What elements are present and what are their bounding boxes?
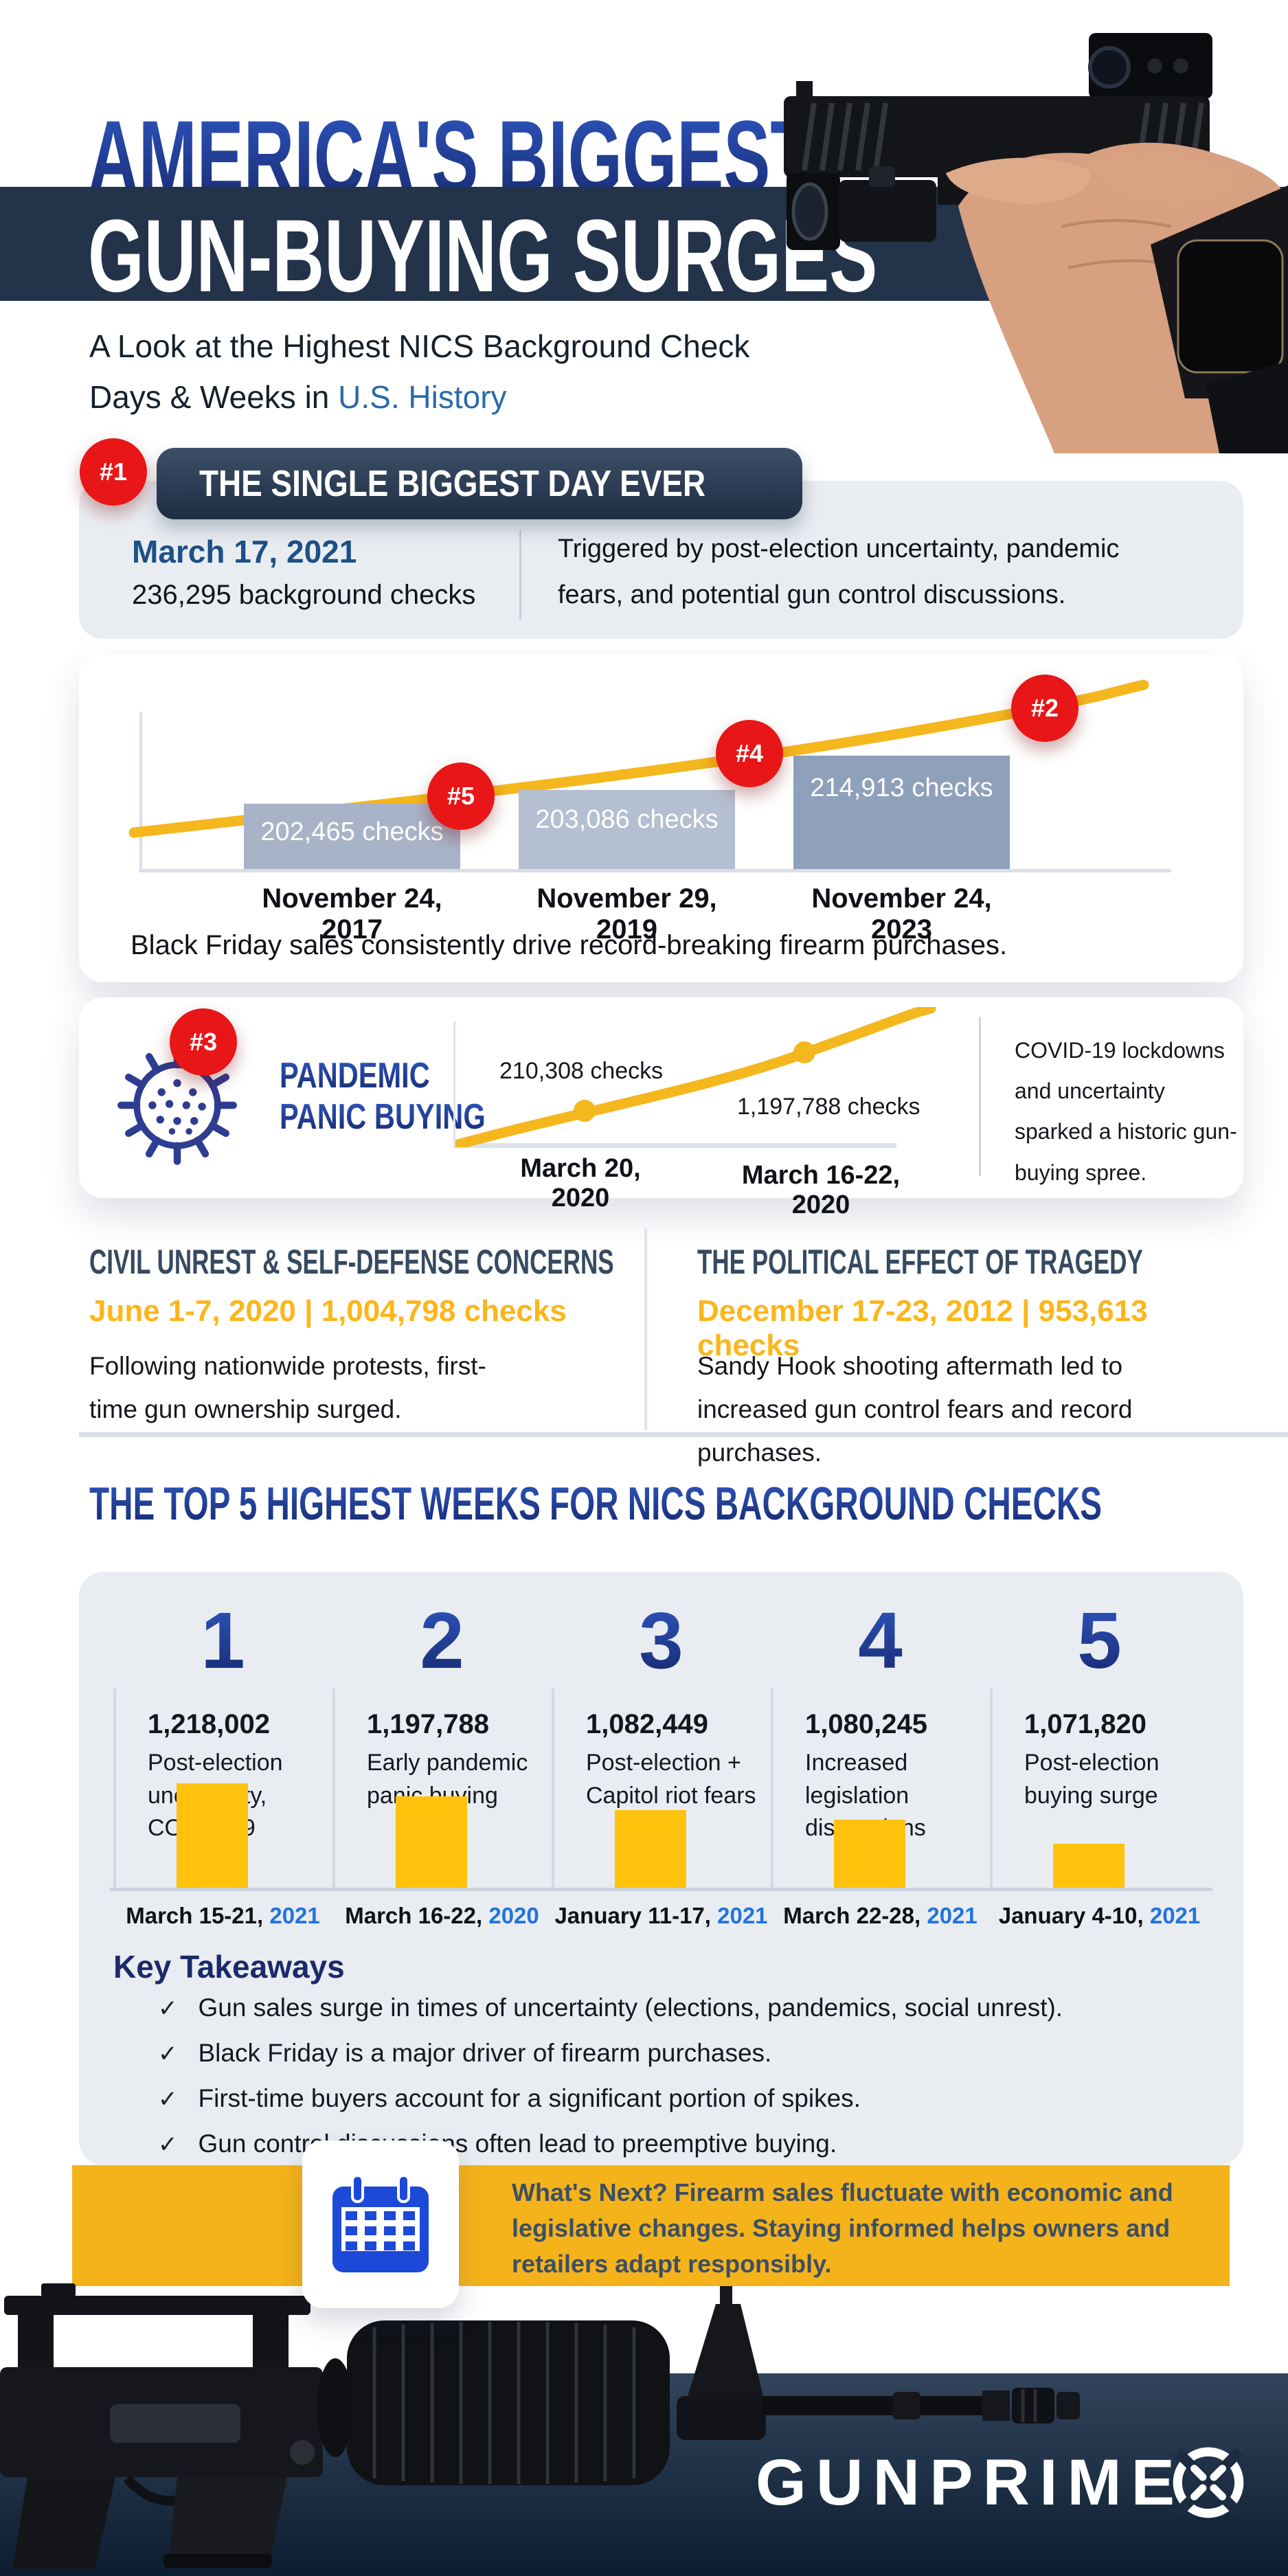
top5-bar-3 (615, 1810, 686, 1888)
top5-axis (110, 1888, 1212, 1891)
gunprime-x-icon[interactable] (1166, 2441, 1250, 2524)
key-takeaways-title: Key Takeaways (113, 1949, 345, 1985)
rank-badge-5: #5 (427, 762, 495, 830)
rank-badge-4: #4 (716, 720, 783, 787)
section-heading-single-biggest-day: THE SINGLE BIGGEST DAY EVER (157, 448, 802, 519)
top5-box: 1,197,788 Early pandemic panic buying (332, 1688, 552, 1888)
top5-bar-2 (396, 1796, 467, 1888)
rank-badge-2: #2 (1011, 675, 1078, 742)
rank-badge-3: #3 (170, 1008, 237, 1076)
y-axis (453, 1021, 455, 1145)
top5-date-3: January 11-17, 2021 (554, 1903, 768, 1928)
pandemic-line-chart (455, 1007, 936, 1147)
civil-unrest-description: Following nationwide protests, first-tim… (89, 1352, 486, 1423)
top5-heading: THE TOP 5 HIGHEST WEEKS FOR NICS BACKGRO… (89, 1478, 1102, 1530)
gunprime-logo[interactable]: GUNPRIME (756, 2446, 1184, 2519)
check-icon: ✓ (158, 1996, 178, 2022)
top5-bar-5 (1053, 1844, 1125, 1888)
top5-box: 1,082,449 Post-election + Capitol riot f… (552, 1688, 771, 1888)
point1-date: March 20, 2020 (520, 1154, 641, 1212)
tragedy-highlight: December 17-23, 2012 | 953,613 checks (697, 1294, 1148, 1362)
top5-column-1: 1 1,218,002 Post-election uncertainty, C… (113, 1592, 332, 1888)
record-description: Triggered by post-election uncertainty, … (558, 534, 1120, 609)
tragedy-heading: THE POLITICAL EFFECT OF TRAGEDY (697, 1243, 1143, 1281)
rank-number: 2 (420, 1596, 464, 1685)
top5-column-5: 5 1,071,820 Post-election buying surge (990, 1592, 1209, 1888)
top5-column-2: 2 1,197,788 Early pandemic panic buying (332, 1592, 552, 1888)
rank-number: 1 (201, 1596, 245, 1685)
top5-date-2: March 16-22, 2020 (345, 1903, 539, 1928)
two-column-section: CIVIL UNREST & SELF-DEFENSE CONCERNS Jun… (89, 1223, 1243, 1467)
black-friday-caption: Black Friday sales consistently drive re… (131, 930, 1008, 960)
rifle-illustration (0, 2283, 1080, 2569)
x-axis (139, 869, 1171, 872)
rank-number: 5 (1077, 1596, 1122, 1685)
takeaway-item: ✓ First-time buyers account for a signifi… (158, 2084, 861, 2112)
pistol-illustration (784, 33, 1288, 453)
point2-label: 1,197,788 checks (737, 1094, 920, 1120)
whats-next-text: What's Next? Firearm sales fluctuate wit… (512, 2178, 1173, 2279)
top5-column-4: 4 1,080,245 Increased legislation discus… (771, 1592, 990, 1888)
subtitle-line2: Days & Weeks in U.S. History (89, 379, 507, 415)
civil-unrest-heading: CIVIL UNREST & SELF-DEFENSE CONCERNS (89, 1243, 614, 1281)
rifle-photo (0, 2281, 1099, 2569)
bar-2017: 202,465 checks (244, 804, 460, 869)
takeaway-item: ✓ Gun control discussions often lead to p… (158, 2129, 837, 2158)
whats-next-banner (72, 2165, 1230, 2286)
top5-dates-row: March 15-21, 2021 March 16-22, 2020 Janu… (113, 1903, 1209, 1929)
pandemic-description: COVID-19 lockdowns and uncertainty spark… (1015, 1038, 1237, 1185)
top5-date-1: March 15-21, 2021 (126, 1903, 320, 1928)
single-biggest-day-panel: March 17, 2021 236,295 background checks… (79, 481, 1243, 639)
point2-date: March 16-22, 2020 (741, 1161, 901, 1219)
top5-column-3: 3 1,082,449 Post-election + Capitol riot… (552, 1592, 771, 1888)
rank-number: 3 (639, 1596, 683, 1685)
top5-bar-1 (177, 1783, 248, 1888)
calendar-icon (332, 2174, 429, 2272)
subtitle-line1: A Look at the Highest NICS Background Ch… (89, 328, 750, 364)
bar-2019: 203,086 checks (519, 790, 735, 869)
takeaway-item: ✓ Black Friday is a major driver of firea… (158, 2039, 772, 2067)
top5-box: 1,080,245 Increased legislation discussi… (771, 1688, 990, 1888)
pandemic-panic-card: #3 PANDEMIC PANIC BUYING (79, 997, 1243, 1219)
top5-bar-4 (834, 1820, 905, 1888)
divider (519, 530, 521, 620)
column-divider (644, 1228, 647, 1430)
check-icon: ✓ (158, 2132, 178, 2158)
calendar-card (302, 2140, 459, 2308)
section-divider (79, 1432, 1288, 1437)
civil-unrest-highlight: June 1-7, 2020 | 1,004,798 checks (89, 1294, 567, 1328)
check-icon: ✓ (158, 2041, 178, 2067)
top5-box: 1,218,002 Post-election uncertainty, COV… (113, 1688, 332, 1888)
rank-number: 4 (858, 1596, 903, 1685)
top5-date-4: March 22-28, 2021 (783, 1903, 978, 1928)
top5-panel: 1 1,218,002 Post-election uncertainty, C… (79, 1572, 1243, 2165)
rank-badge-1: #1 (80, 438, 147, 506)
subtitle: A Look at the Highest NICS Background Ch… (89, 321, 749, 422)
x-axis (453, 1143, 896, 1148)
us-history-link[interactable]: U.S. History (338, 379, 507, 415)
bar-date-2017: November 24, 2017 (262, 883, 442, 945)
page-title-line2: GUN-BUYING SURGES (88, 198, 878, 313)
record-date: March 17, 2021 (132, 534, 357, 569)
bar-2023: 214,913 checks (793, 756, 1010, 869)
top5-date-5: January 4-10, 2021 (998, 1903, 1201, 1928)
bar-date-2023: November 24, 2023 (811, 883, 992, 945)
record-value: 236,295 background checks (132, 580, 476, 610)
top5-box: 1,071,820 Post-election buying surge (990, 1688, 1209, 1888)
black-friday-chart-card: 202,465 checks 203,086 checks 214,913 ch… (79, 654, 1243, 982)
check-icon: ✓ (158, 2086, 178, 2112)
top5-grid: 1 1,218,002 Post-election uncertainty, C… (113, 1592, 1209, 1888)
pistol-photo (766, 0, 1288, 453)
tragedy-description: Sandy Hook shooting aftermath led to inc… (697, 1352, 1133, 1467)
bar-date-2019: November 29, 2019 (536, 883, 717, 945)
takeaway-item: ✓ Gun sales surge in times of uncertainty… (158, 1993, 1063, 2022)
pandemic-title: PANDEMIC PANIC BUYING (280, 1056, 486, 1138)
point1-label: 210,308 checks (499, 1058, 664, 1084)
divider (979, 1017, 981, 1176)
y-axis (139, 712, 142, 872)
